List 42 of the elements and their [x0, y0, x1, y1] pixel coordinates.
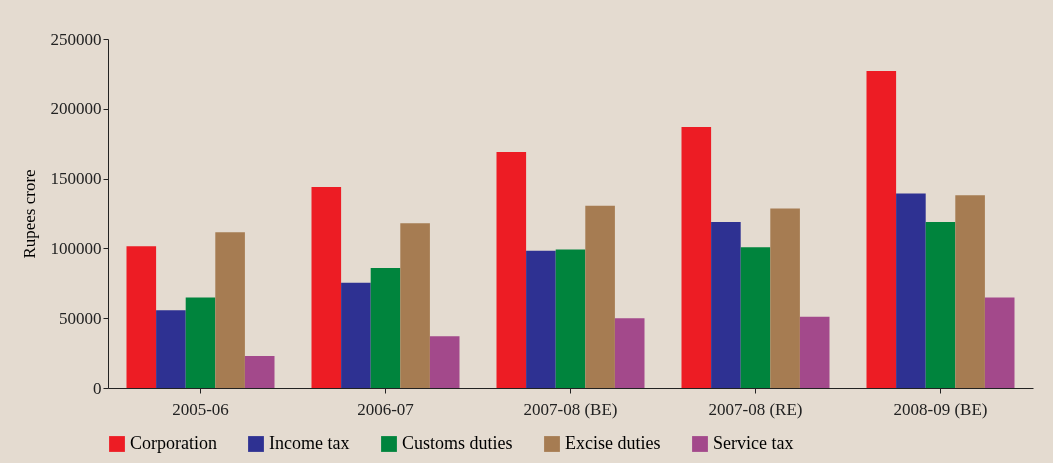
x-tick-label: 2005-06 [172, 399, 229, 419]
bar [740, 247, 771, 388]
bar [955, 195, 985, 388]
legend-label: Customs duties [402, 433, 513, 453]
bar [429, 336, 460, 388]
legend-label: Service tax [713, 433, 794, 453]
bar [896, 193, 926, 388]
bar [126, 246, 157, 388]
bar [799, 316, 830, 388]
bar [244, 355, 275, 388]
y-tick-label: 250000 [50, 29, 102, 49]
bar [215, 232, 245, 388]
x-tick-label: 2007-08 (BE) [523, 399, 618, 419]
bar [925, 222, 956, 388]
x-tick-label: 2007-08 (RE) [708, 399, 803, 419]
bar [984, 297, 1015, 388]
bar [555, 249, 586, 388]
bar [585, 205, 615, 388]
y-axis-title: Rupees crore [19, 169, 39, 259]
y-tick-label: 100000 [50, 238, 102, 258]
bar [681, 126, 712, 388]
bar [614, 318, 645, 388]
y-tick-label: 150000 [50, 169, 102, 189]
x-tick-label: 2008-09 (BE) [893, 399, 988, 419]
legend-label: Excise duties [565, 433, 661, 453]
bar [370, 267, 401, 388]
bar [400, 223, 430, 388]
bar [866, 71, 897, 388]
y-tick-label: 200000 [50, 99, 102, 119]
x-tick-label: 2006-07 [357, 399, 415, 419]
y-tick-label: 50000 [59, 308, 102, 328]
bar [770, 208, 800, 388]
legend-label: Income tax [269, 433, 350, 453]
y-tick-label: 0 [93, 378, 102, 398]
bar [156, 310, 186, 388]
legend-label: Corporation [130, 433, 217, 453]
bar [311, 186, 342, 388]
bar [496, 152, 527, 388]
bar [711, 222, 741, 388]
bar [341, 282, 371, 388]
bar [526, 250, 556, 388]
bar [185, 297, 216, 388]
